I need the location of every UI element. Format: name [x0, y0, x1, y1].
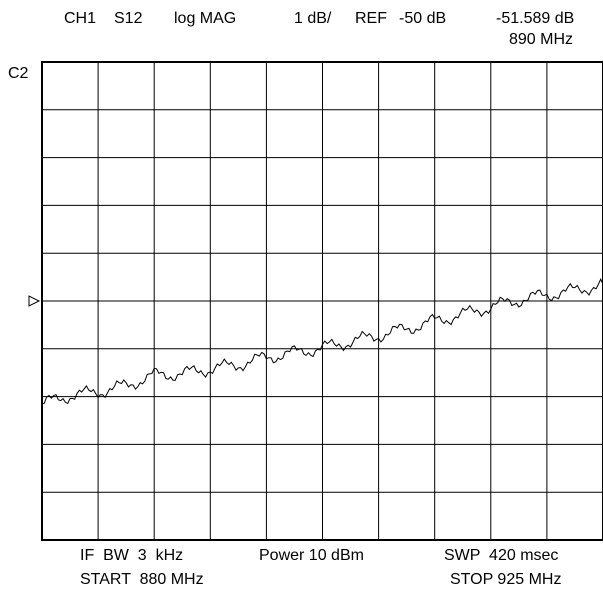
stop-frequency-label: STOP 925 MHz [450, 571, 562, 588]
scale-label: 1 dB/ [294, 10, 332, 27]
if-bandwidth-label: IF BW 3 kHz [80, 547, 184, 564]
format-label: log MAG [174, 10, 237, 27]
reference-value: -50 dB [399, 10, 447, 27]
sweep-time-label: SWP 420 msec [444, 547, 559, 564]
trace-line [41, 277, 603, 405]
start-frequency-label: START 880 MHz [80, 571, 204, 588]
marker-value: -51.589 dB [496, 10, 575, 27]
power-label: Power 10 dBm [259, 547, 364, 564]
channel-label: CH1 [64, 10, 97, 27]
reference-label: REF [355, 10, 387, 27]
reference-level-marker [28, 295, 41, 307]
parameter-label: S12 [114, 10, 143, 27]
plot-frame [41, 61, 603, 541]
marker-frequency: 890 MHz [509, 31, 574, 48]
channel-side-label: C2 [8, 65, 29, 82]
